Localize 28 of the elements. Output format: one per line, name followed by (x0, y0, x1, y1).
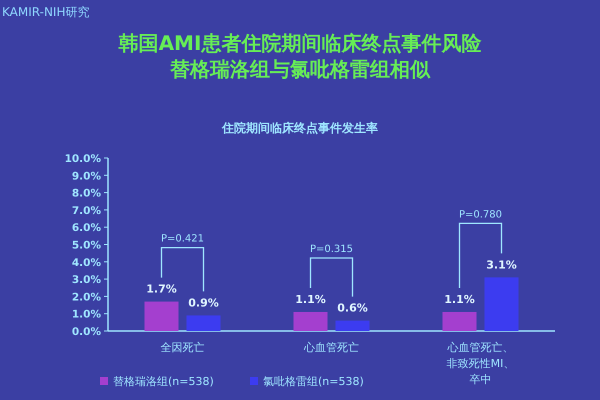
chart-subtitle: 住院期间临床终点事件发生率 (221, 121, 378, 135)
y-tick-label: 7.0% (72, 204, 102, 217)
y-tick-label: 6.0% (72, 222, 102, 234)
annotation: P=0.780 (458, 209, 502, 220)
data-label: 1.1% (444, 292, 475, 306)
data-label: 1.1% (295, 292, 326, 306)
data-label: 3.1% (486, 258, 517, 272)
y-tick-label: 2.0% (72, 291, 102, 304)
data-label: 0.6% (337, 302, 368, 315)
legend-item: 氯吡格雷组(n=538) (250, 375, 364, 388)
data-label: 0.9% (188, 296, 219, 310)
y-tick-label: 9.0% (72, 170, 102, 182)
y-tick-label: 4.0% (72, 256, 102, 269)
y-tick-label: 1.0% (72, 308, 102, 321)
y-tick-label: 10.0% (64, 153, 102, 165)
data-label: 1.7% (146, 282, 177, 296)
legend-item: 替格瑞洛组(n=538) (100, 375, 214, 388)
y-tick-label: 3.0% (72, 274, 102, 286)
x-tick-label: 心血管死亡、非致死性MI、卒中 (446, 341, 514, 386)
text: KAMIR-NIH研究 (2, 5, 90, 19)
y-tick-label: 8.0% (72, 188, 102, 200)
x-tick-label: 心血管死亡 (303, 341, 359, 354)
y-tick-label: 0.0% (72, 326, 102, 338)
annotation: P=0.315 (310, 244, 354, 255)
chart-title: 韩国AMI患者住院期间临床终点事件风险替格瑞洛组与氯吡格雷组相似 (118, 31, 482, 81)
x-tick-label: 全因死亡 (160, 341, 204, 354)
annotation: P=0.421 (160, 234, 204, 245)
y-tick-label: 5.0% (72, 240, 102, 252)
